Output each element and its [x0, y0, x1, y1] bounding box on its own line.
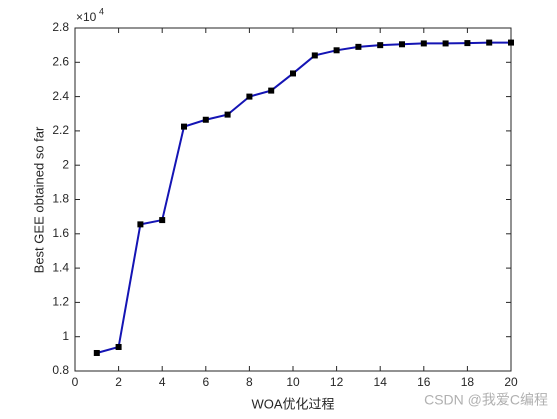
data-marker: [268, 87, 275, 94]
data-marker: [420, 40, 427, 47]
data-marker: [246, 93, 253, 100]
y-tick-label: 1.4: [52, 260, 69, 274]
data-marker: [181, 123, 187, 130]
data-marker: [508, 39, 514, 46]
x-tick-label: 18: [461, 375, 475, 389]
data-marker: [442, 40, 449, 47]
data-marker: [464, 40, 471, 47]
y-tick-label: 2.8: [52, 20, 69, 34]
x-tick-label: 8: [246, 375, 253, 389]
y-axis-label: Best GEE obtained so far: [31, 126, 46, 273]
y-tick-label: 2.6: [52, 54, 69, 68]
x-tick-label: 20: [504, 375, 518, 389]
data-line: [96, 41, 511, 354]
data-marker: [202, 116, 209, 123]
data-marker: [399, 41, 405, 48]
data-marker: [311, 52, 318, 59]
data-marker: [333, 47, 340, 54]
x-tick-label: 16: [417, 375, 431, 389]
y-multiplier-base: ×10: [76, 10, 97, 24]
x-tick-label: 14: [374, 375, 388, 389]
watermark: CSDN @我爱C编程: [424, 392, 548, 408]
y-tick-label: 2: [62, 157, 69, 171]
x-tick-label: 0: [72, 375, 79, 389]
data-marker: [159, 217, 166, 224]
y-tick-label: 2.4: [52, 89, 69, 103]
y-tick-label: 1.8: [52, 192, 69, 206]
y-tick-label: 1: [62, 329, 69, 343]
y-tick-label: 1.2: [52, 295, 69, 309]
x-tick-label: 12: [330, 375, 344, 389]
y-tick-label: 0.8: [52, 363, 69, 377]
x-tick-label: 4: [159, 375, 166, 389]
x-tick-label: 6: [202, 375, 209, 389]
data-marker: [290, 70, 296, 77]
y-multiplier-exponent: 4: [99, 6, 104, 16]
data-marker: [115, 343, 122, 350]
y-tick-label: 2.2: [52, 123, 69, 137]
data-marker: [355, 43, 362, 50]
data-marker: [486, 39, 493, 46]
data-marker: [377, 42, 384, 49]
x-tick-label: 2: [115, 375, 122, 389]
x-tick-label: 10: [286, 375, 300, 389]
data-marker: [137, 221, 144, 228]
x-axis-label: WOA优化过程: [251, 396, 334, 411]
plot-frame: [74, 27, 512, 372]
data-marker: [93, 349, 100, 356]
y-tick-label: 1.6: [52, 226, 69, 240]
data-marker: [224, 111, 231, 118]
